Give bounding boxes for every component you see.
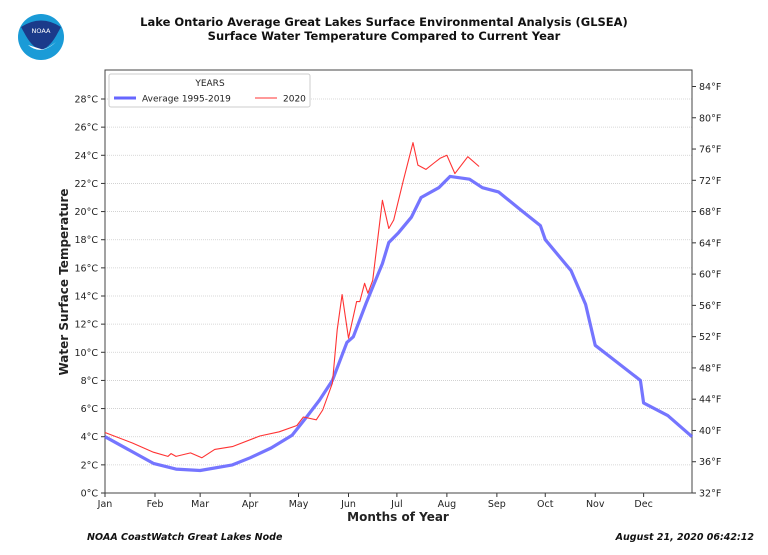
y-axis-label: Water Surface Temperature <box>57 188 71 375</box>
x-tick-label: Mar <box>191 499 209 510</box>
plot-frame <box>104 69 693 494</box>
x-tick-label: Apr <box>242 499 259 510</box>
svg-text:NOAA: NOAA <box>32 27 51 35</box>
series-line-average <box>104 174 694 473</box>
y-tick-label-right: 84°F <box>699 82 721 93</box>
x-tick-label: May <box>289 499 309 510</box>
x-tick-label: Jul <box>390 499 402 510</box>
y-tick-label-right: 76°F <box>699 145 721 156</box>
x-axis-label: Months of Year <box>347 510 449 524</box>
x-tick-label: Jun <box>340 499 356 510</box>
y-tick-label-left: 18°C <box>75 235 99 246</box>
y-tick-label-right: 36°F <box>699 457 721 468</box>
y-tick-label-left: 8°C <box>81 376 99 387</box>
series-line-2020 <box>104 142 480 459</box>
y-tick-label-left: 26°C <box>75 123 99 134</box>
y-tick-label-left: 12°C <box>75 320 99 331</box>
y-tick-label-left: 22°C <box>75 179 99 190</box>
y-tick-label-left: 28°C <box>75 95 99 106</box>
y-tick-label-right: 48°F <box>699 363 721 374</box>
footer-timestamp: August 21, 2020 06:42:12 <box>615 532 754 543</box>
y-tick-label-right: 44°F <box>699 395 721 406</box>
legend-box <box>108 73 311 108</box>
x-tick-label: Feb <box>147 499 164 510</box>
y-tick-label-right: 60°F <box>699 270 721 281</box>
chart-title: Lake Ontario Average Great Lakes Surface… <box>140 15 628 29</box>
y-tick-label-right: 80°F <box>699 113 721 124</box>
y-tick-label-left: 6°C <box>81 404 99 415</box>
y-tick-label-right: 32°F <box>699 489 721 500</box>
y-tick-label-left: 14°C <box>75 292 99 303</box>
x-tick-label: Nov <box>586 499 605 510</box>
y-tick-label-right: 68°F <box>699 207 721 218</box>
y-tick-label-left: 0°C <box>81 489 99 500</box>
chart-subtitle: Surface Water Temperature Compared to Cu… <box>207 29 561 43</box>
y-tick-label-left: 10°C <box>75 348 99 359</box>
y-tick-label-left: 4°C <box>81 432 99 443</box>
x-tick-label: Sep <box>488 499 506 510</box>
y-tick-label-left: 2°C <box>81 460 99 471</box>
y-tick-label-left: 16°C <box>75 263 99 274</box>
x-tick-label: Aug <box>438 499 457 510</box>
x-tick-label: Dec <box>634 499 652 510</box>
y-tick-label-right: 40°F <box>699 426 721 437</box>
y-tick-label-right: 56°F <box>699 301 721 312</box>
y-tick-label-right: 72°F <box>699 176 721 187</box>
x-tick-label: Oct <box>537 499 554 510</box>
y-tick-label-right: 52°F <box>699 332 721 343</box>
legend-title: YEARS <box>194 79 225 89</box>
y-tick-label-right: 64°F <box>699 238 721 249</box>
x-tick-label: Jan <box>97 499 113 510</box>
y-tick-label-left: 20°C <box>75 207 99 218</box>
y-tick-label-left: 24°C <box>75 151 99 162</box>
legend-label: Average 1995-2019 <box>142 95 231 105</box>
footer-source: NOAA CoastWatch Great Lakes Node <box>87 532 283 543</box>
noaa-logo: NOAA <box>18 14 64 60</box>
legend-label: 2020 <box>283 95 306 105</box>
